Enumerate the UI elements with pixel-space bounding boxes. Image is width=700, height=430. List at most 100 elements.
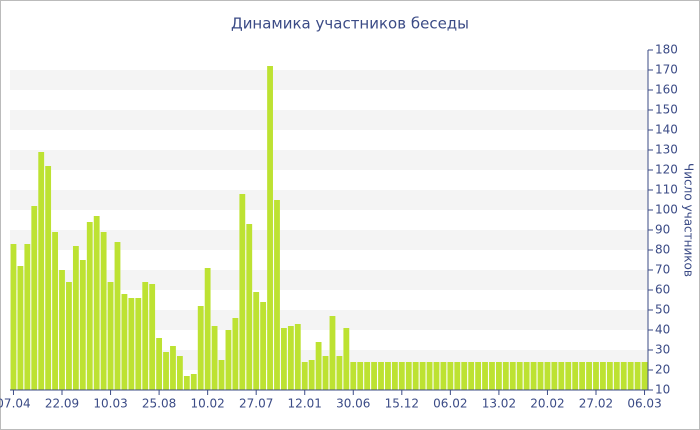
bar: [281, 328, 287, 390]
y-tick-label: 150: [655, 103, 678, 117]
bar: [600, 362, 606, 390]
bar: [530, 362, 537, 390]
bar: [551, 362, 558, 390]
bar: [246, 224, 253, 390]
bar: [163, 352, 169, 390]
x-tick-label: 15.12: [385, 397, 419, 411]
bar: [135, 298, 142, 390]
bar: [364, 362, 371, 390]
y-tick-label: 70: [655, 263, 670, 277]
bar: [343, 328, 350, 390]
bar: [218, 360, 225, 390]
bar: [107, 282, 114, 390]
bar: [378, 362, 384, 390]
x-tick-label: 30.06: [336, 397, 370, 411]
bar: [100, 232, 107, 390]
bar: [627, 362, 634, 390]
bar: [620, 362, 627, 390]
bar: [634, 362, 641, 390]
grid-band: [10, 350, 648, 370]
bar: [391, 362, 398, 390]
bar: [183, 376, 190, 390]
bar: [190, 374, 197, 390]
y-axis-label: Число участников: [682, 163, 696, 277]
y-tick-label: 160: [655, 83, 678, 97]
grid-band: [10, 270, 648, 290]
bar: [232, 318, 239, 390]
bar: [142, 282, 149, 390]
bar: [322, 356, 329, 390]
bar: [329, 316, 336, 390]
y-tick-label: 60: [655, 283, 670, 297]
bar: [156, 338, 163, 390]
y-tick-label: 50: [655, 303, 670, 317]
bar: [128, 298, 135, 390]
bar: [544, 362, 551, 390]
x-tick-label: 27.07: [239, 397, 273, 411]
x-tick-label: 06.02: [433, 397, 467, 411]
bar: [385, 362, 391, 390]
bar: [72, 246, 79, 390]
bar: [59, 270, 65, 390]
bar: [52, 232, 58, 390]
bar: [93, 216, 100, 390]
y-tick-label: 20: [655, 363, 670, 377]
bar: [239, 194, 246, 390]
bar: [447, 362, 454, 390]
bar: [267, 66, 273, 390]
grid-band: [10, 230, 648, 250]
bar: [176, 356, 183, 390]
bar: [593, 362, 599, 390]
bar: [502, 362, 509, 390]
bar: [468, 362, 475, 390]
bar: [79, 260, 86, 390]
x-tick-label: 12.01: [288, 397, 322, 411]
bar: [121, 294, 128, 390]
bar: [641, 362, 648, 390]
bar: [24, 244, 31, 390]
x-tick-label: 22.09: [45, 397, 79, 411]
grid-band: [10, 70, 648, 90]
bar: [38, 152, 45, 390]
bar: [606, 362, 613, 390]
grid-band: [10, 150, 648, 170]
bar: [516, 362, 523, 390]
bar: [419, 362, 426, 390]
bar: [17, 266, 24, 390]
bar: [586, 362, 592, 390]
bar: [489, 362, 495, 390]
x-tick-label: 25.08: [142, 397, 176, 411]
bar: [287, 326, 294, 390]
bar: [475, 362, 482, 390]
bar: [86, 222, 93, 390]
y-tick-label: 110: [655, 183, 678, 197]
bar: [613, 362, 620, 390]
bar: [426, 362, 433, 390]
y-tick-label: 180: [655, 43, 678, 57]
bar: [274, 200, 280, 390]
bar: [211, 326, 218, 390]
y-tick-label: 140: [655, 123, 678, 137]
grid-band: [10, 110, 648, 130]
bar: [398, 362, 405, 390]
y-tick-label: 100: [655, 203, 678, 217]
x-tick-label: 20.02: [530, 397, 564, 411]
grid-band: [10, 190, 648, 210]
bar: [301, 362, 308, 390]
bar: [315, 342, 322, 390]
x-tick-label: 13.02: [482, 397, 516, 411]
bar: [579, 362, 586, 390]
bar: [565, 362, 572, 390]
x-tick-label: 07.04: [0, 397, 31, 411]
bar: [371, 362, 377, 390]
y-tick-label: 10: [655, 383, 670, 397]
bar: [260, 302, 267, 390]
x-tick-label: 10.03: [93, 397, 127, 411]
bar: [357, 362, 364, 390]
y-tick-label: 130: [655, 143, 678, 157]
bar: [336, 356, 343, 390]
bar: [204, 268, 211, 390]
bar: [558, 362, 565, 390]
grid-band: [10, 310, 648, 330]
